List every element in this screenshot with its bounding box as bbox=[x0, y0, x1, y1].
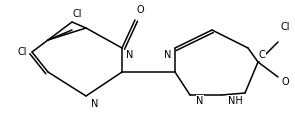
Text: Cl: Cl bbox=[17, 47, 27, 57]
Text: Cl: Cl bbox=[72, 9, 82, 19]
Text: O: O bbox=[136, 5, 144, 15]
Text: Cl: Cl bbox=[280, 22, 290, 32]
Text: C: C bbox=[259, 50, 266, 60]
Text: NH: NH bbox=[228, 96, 242, 106]
Text: N: N bbox=[164, 50, 172, 60]
Text: N: N bbox=[126, 50, 134, 60]
Text: N: N bbox=[196, 96, 204, 106]
Text: O: O bbox=[281, 77, 289, 87]
Text: N: N bbox=[91, 99, 99, 109]
